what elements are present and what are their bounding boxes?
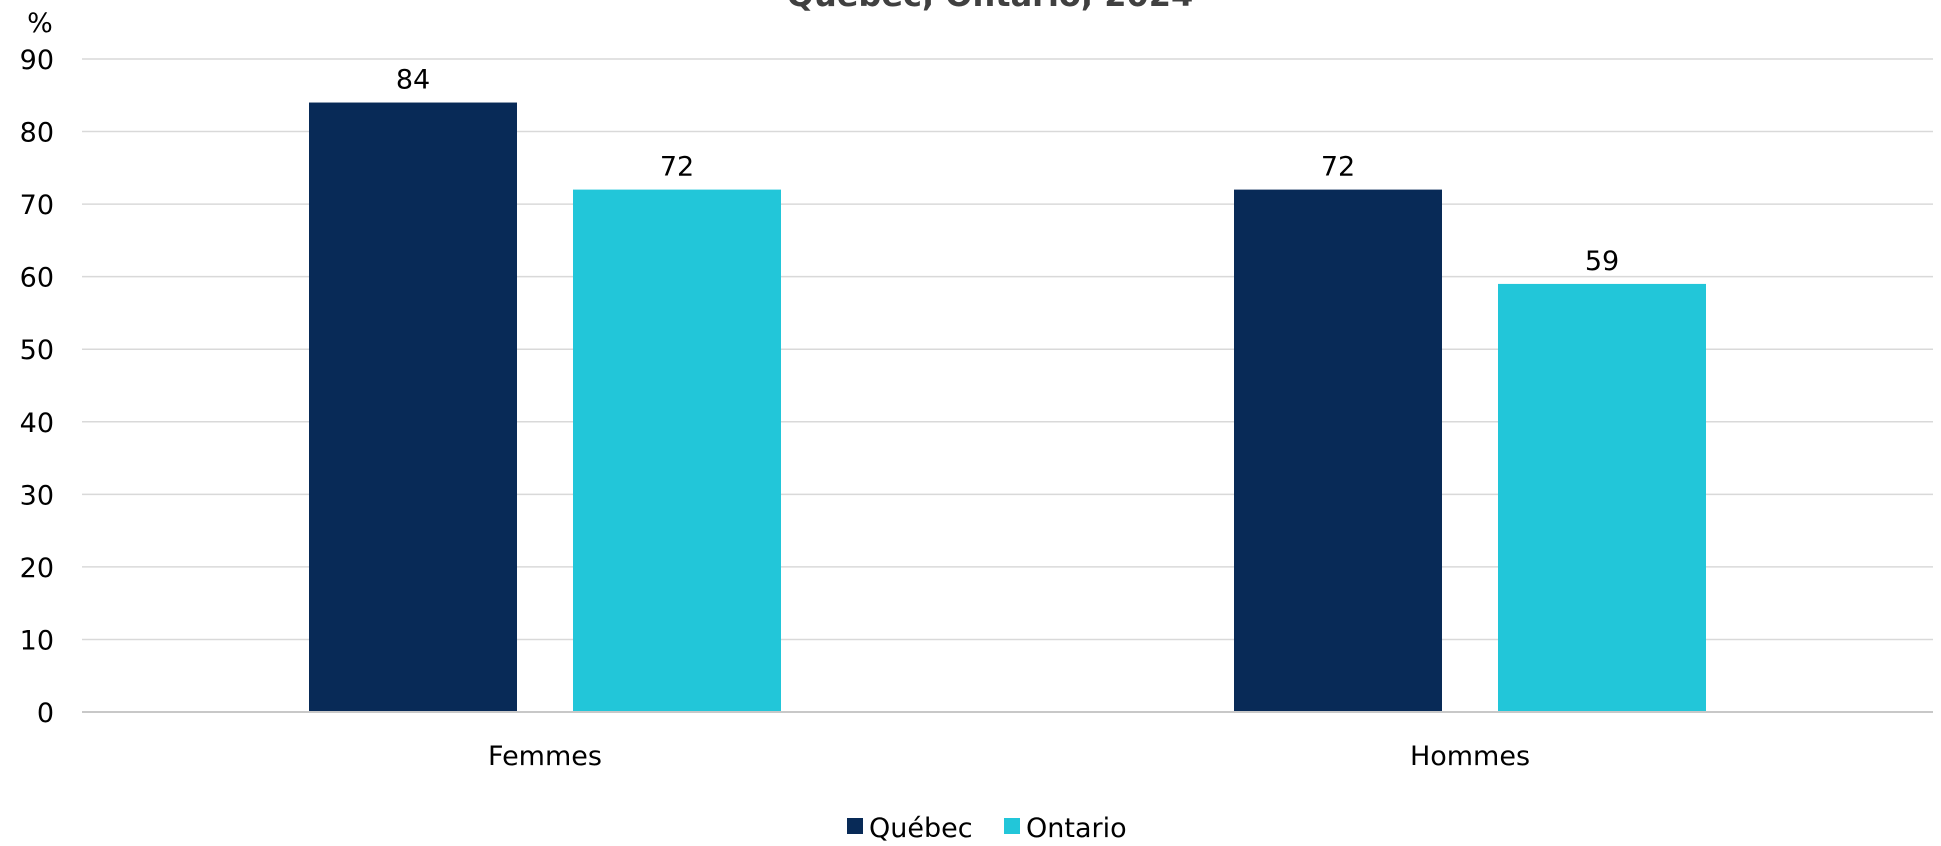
chart-title: Québec, Ontario, 2024 [787,0,1194,14]
y-tick-label: 30 [20,480,54,511]
data-label: 84 [396,65,430,96]
x-category-label: Hommes [1410,741,1530,772]
data-labels: 84 72 72 59 [396,65,1619,277]
y-axis-tick-labels: 0 10 20 30 40 50 60 70 80 90 [20,45,54,729]
y-axis-unit-label: % [27,8,53,39]
bar [573,189,781,713]
legend-swatch [847,818,863,834]
bar [309,102,517,713]
bar [1234,189,1442,713]
y-tick-label: 10 [20,625,54,656]
x-axis-category-labels: Femmes Hommes [488,741,1530,772]
y-tick-label: 0 [37,698,54,729]
y-tick-label: 70 [20,190,54,221]
bar [1498,283,1706,712]
legend-label: Ontario [1026,813,1127,844]
y-tick-label: 80 [20,118,54,149]
y-tick-label: 90 [20,45,54,76]
x-category-label: Femmes [488,741,602,772]
bars [309,102,1706,713]
legend: Québec Ontario [847,813,1127,844]
y-tick-label: 40 [20,408,54,439]
y-tick-label: 50 [20,335,54,366]
y-tick-label: 60 [20,263,54,294]
legend-swatch [1004,818,1020,834]
data-label: 59 [1585,246,1619,277]
y-tick-label: 20 [20,553,54,584]
legend-label: Québec [869,813,973,844]
data-label: 72 [660,152,694,183]
data-label: 72 [1321,152,1355,183]
